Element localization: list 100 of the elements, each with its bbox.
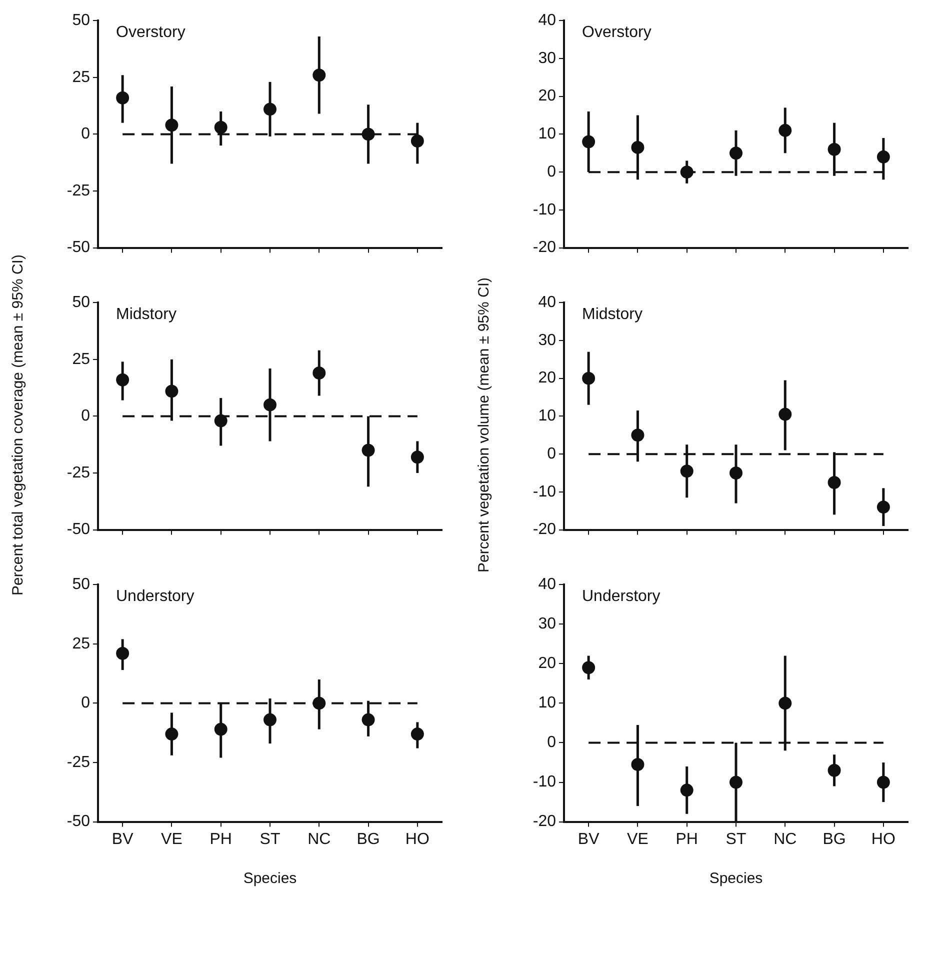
y-tick-label: -25 bbox=[66, 464, 90, 482]
chart-title: Understory bbox=[116, 588, 194, 606]
x-tick-label: BV bbox=[112, 830, 134, 848]
x-tick-label: ST bbox=[260, 830, 280, 848]
point bbox=[410, 728, 424, 741]
point bbox=[876, 150, 890, 164]
point bbox=[876, 776, 890, 789]
y-tick-label: 0 bbox=[547, 445, 556, 462]
point bbox=[410, 450, 424, 464]
point bbox=[778, 124, 792, 137]
y-axis-title: Percent total vegetation coverage (mean ± 95% CI) bbox=[10, 254, 26, 596]
x-axis-title: Species bbox=[709, 870, 763, 888]
point bbox=[631, 140, 644, 154]
y-tick-label: 50 bbox=[72, 294, 90, 312]
point bbox=[631, 758, 644, 771]
point bbox=[582, 135, 596, 148]
point bbox=[214, 722, 228, 736]
chart-title: Understory bbox=[582, 588, 660, 606]
point bbox=[116, 91, 130, 104]
y-tick-label: 50 bbox=[72, 12, 90, 30]
point bbox=[582, 661, 596, 674]
y-tick-label: -20 bbox=[532, 239, 556, 256]
y-tick-label: -10 bbox=[532, 774, 556, 791]
y-tick-label: 30 bbox=[538, 50, 556, 67]
point bbox=[312, 68, 326, 82]
point bbox=[582, 372, 596, 385]
chart-title: Midstory bbox=[116, 306, 176, 324]
x-tick-label: HO bbox=[405, 830, 430, 848]
y-tick-label: -50 bbox=[66, 813, 90, 830]
y-tick-label: 30 bbox=[538, 616, 556, 633]
y-tick-label: 20 bbox=[538, 370, 556, 387]
y-tick-label: 25 bbox=[72, 68, 90, 86]
y-axis-title: Percent vegetation volume (mean ± 95% CI) bbox=[476, 277, 492, 573]
y-tick-label: 25 bbox=[72, 350, 90, 368]
y-tick-label: 50 bbox=[72, 576, 90, 594]
x-tick-label: HO bbox=[871, 830, 896, 848]
y-tick-label: -20 bbox=[532, 813, 556, 830]
x-tick-label: NC bbox=[308, 830, 331, 848]
point bbox=[362, 444, 375, 457]
point bbox=[116, 646, 130, 660]
y-tick-label: 0 bbox=[81, 408, 90, 425]
point bbox=[116, 373, 130, 386]
x-tick-label: NC bbox=[774, 830, 797, 848]
x-tick-label: BV bbox=[578, 830, 600, 848]
y-tick-label: 20 bbox=[538, 88, 556, 105]
point bbox=[730, 146, 742, 160]
point bbox=[730, 466, 742, 480]
x-axis-title: Species bbox=[243, 870, 297, 888]
y-tick-label: 0 bbox=[81, 694, 90, 712]
x-tick-label: BG bbox=[822, 830, 846, 848]
y-tick-label: 40 bbox=[538, 294, 556, 312]
y-tick-label: -50 bbox=[66, 521, 90, 538]
point bbox=[778, 408, 792, 421]
point bbox=[362, 713, 375, 726]
y-tick-label: -10 bbox=[532, 201, 556, 218]
y-tick-label: -25 bbox=[66, 182, 90, 200]
y-tick-label: -10 bbox=[532, 483, 556, 500]
point bbox=[631, 428, 644, 442]
y-tick-label: 30 bbox=[538, 332, 556, 349]
y-tick-label: 10 bbox=[538, 126, 556, 143]
point bbox=[165, 384, 178, 398]
x-tick-label: VE bbox=[627, 830, 648, 848]
point bbox=[214, 120, 228, 134]
x-tick-label: VE bbox=[161, 830, 182, 848]
point bbox=[876, 500, 890, 514]
y-tick-label: 0 bbox=[81, 126, 90, 143]
x-tick-label: PH bbox=[210, 830, 232, 848]
x-tick-label: ST bbox=[726, 830, 746, 848]
chart-title: Overstory bbox=[116, 24, 186, 42]
point bbox=[680, 166, 694, 179]
point bbox=[264, 102, 276, 116]
y-tick-label: 40 bbox=[538, 576, 556, 594]
point bbox=[312, 696, 326, 710]
chart-title: Midstory bbox=[582, 306, 642, 324]
y-tick-label: 10 bbox=[538, 694, 556, 712]
point bbox=[410, 134, 424, 148]
point bbox=[312, 366, 326, 380]
point bbox=[828, 476, 841, 489]
chart-title: Overstory bbox=[582, 24, 652, 42]
y-tick-label: -25 bbox=[66, 754, 90, 771]
point bbox=[165, 118, 178, 132]
point bbox=[264, 398, 276, 412]
y-tick-label: -50 bbox=[66, 239, 90, 256]
y-tick-label: 0 bbox=[547, 734, 556, 752]
point bbox=[264, 713, 276, 726]
point bbox=[680, 784, 694, 797]
y-tick-label: 10 bbox=[538, 408, 556, 425]
y-tick-label: 0 bbox=[547, 163, 556, 180]
point bbox=[214, 414, 228, 428]
y-tick-label: -20 bbox=[532, 521, 556, 538]
y-tick-label: 25 bbox=[72, 635, 90, 652]
point bbox=[730, 776, 742, 789]
point bbox=[680, 464, 694, 478]
point bbox=[828, 764, 841, 777]
y-tick-label: 40 bbox=[538, 12, 556, 30]
point bbox=[362, 128, 375, 141]
point bbox=[165, 728, 178, 741]
x-tick-label: PH bbox=[676, 830, 698, 848]
point bbox=[828, 142, 841, 156]
x-tick-label: BG bbox=[356, 830, 380, 848]
